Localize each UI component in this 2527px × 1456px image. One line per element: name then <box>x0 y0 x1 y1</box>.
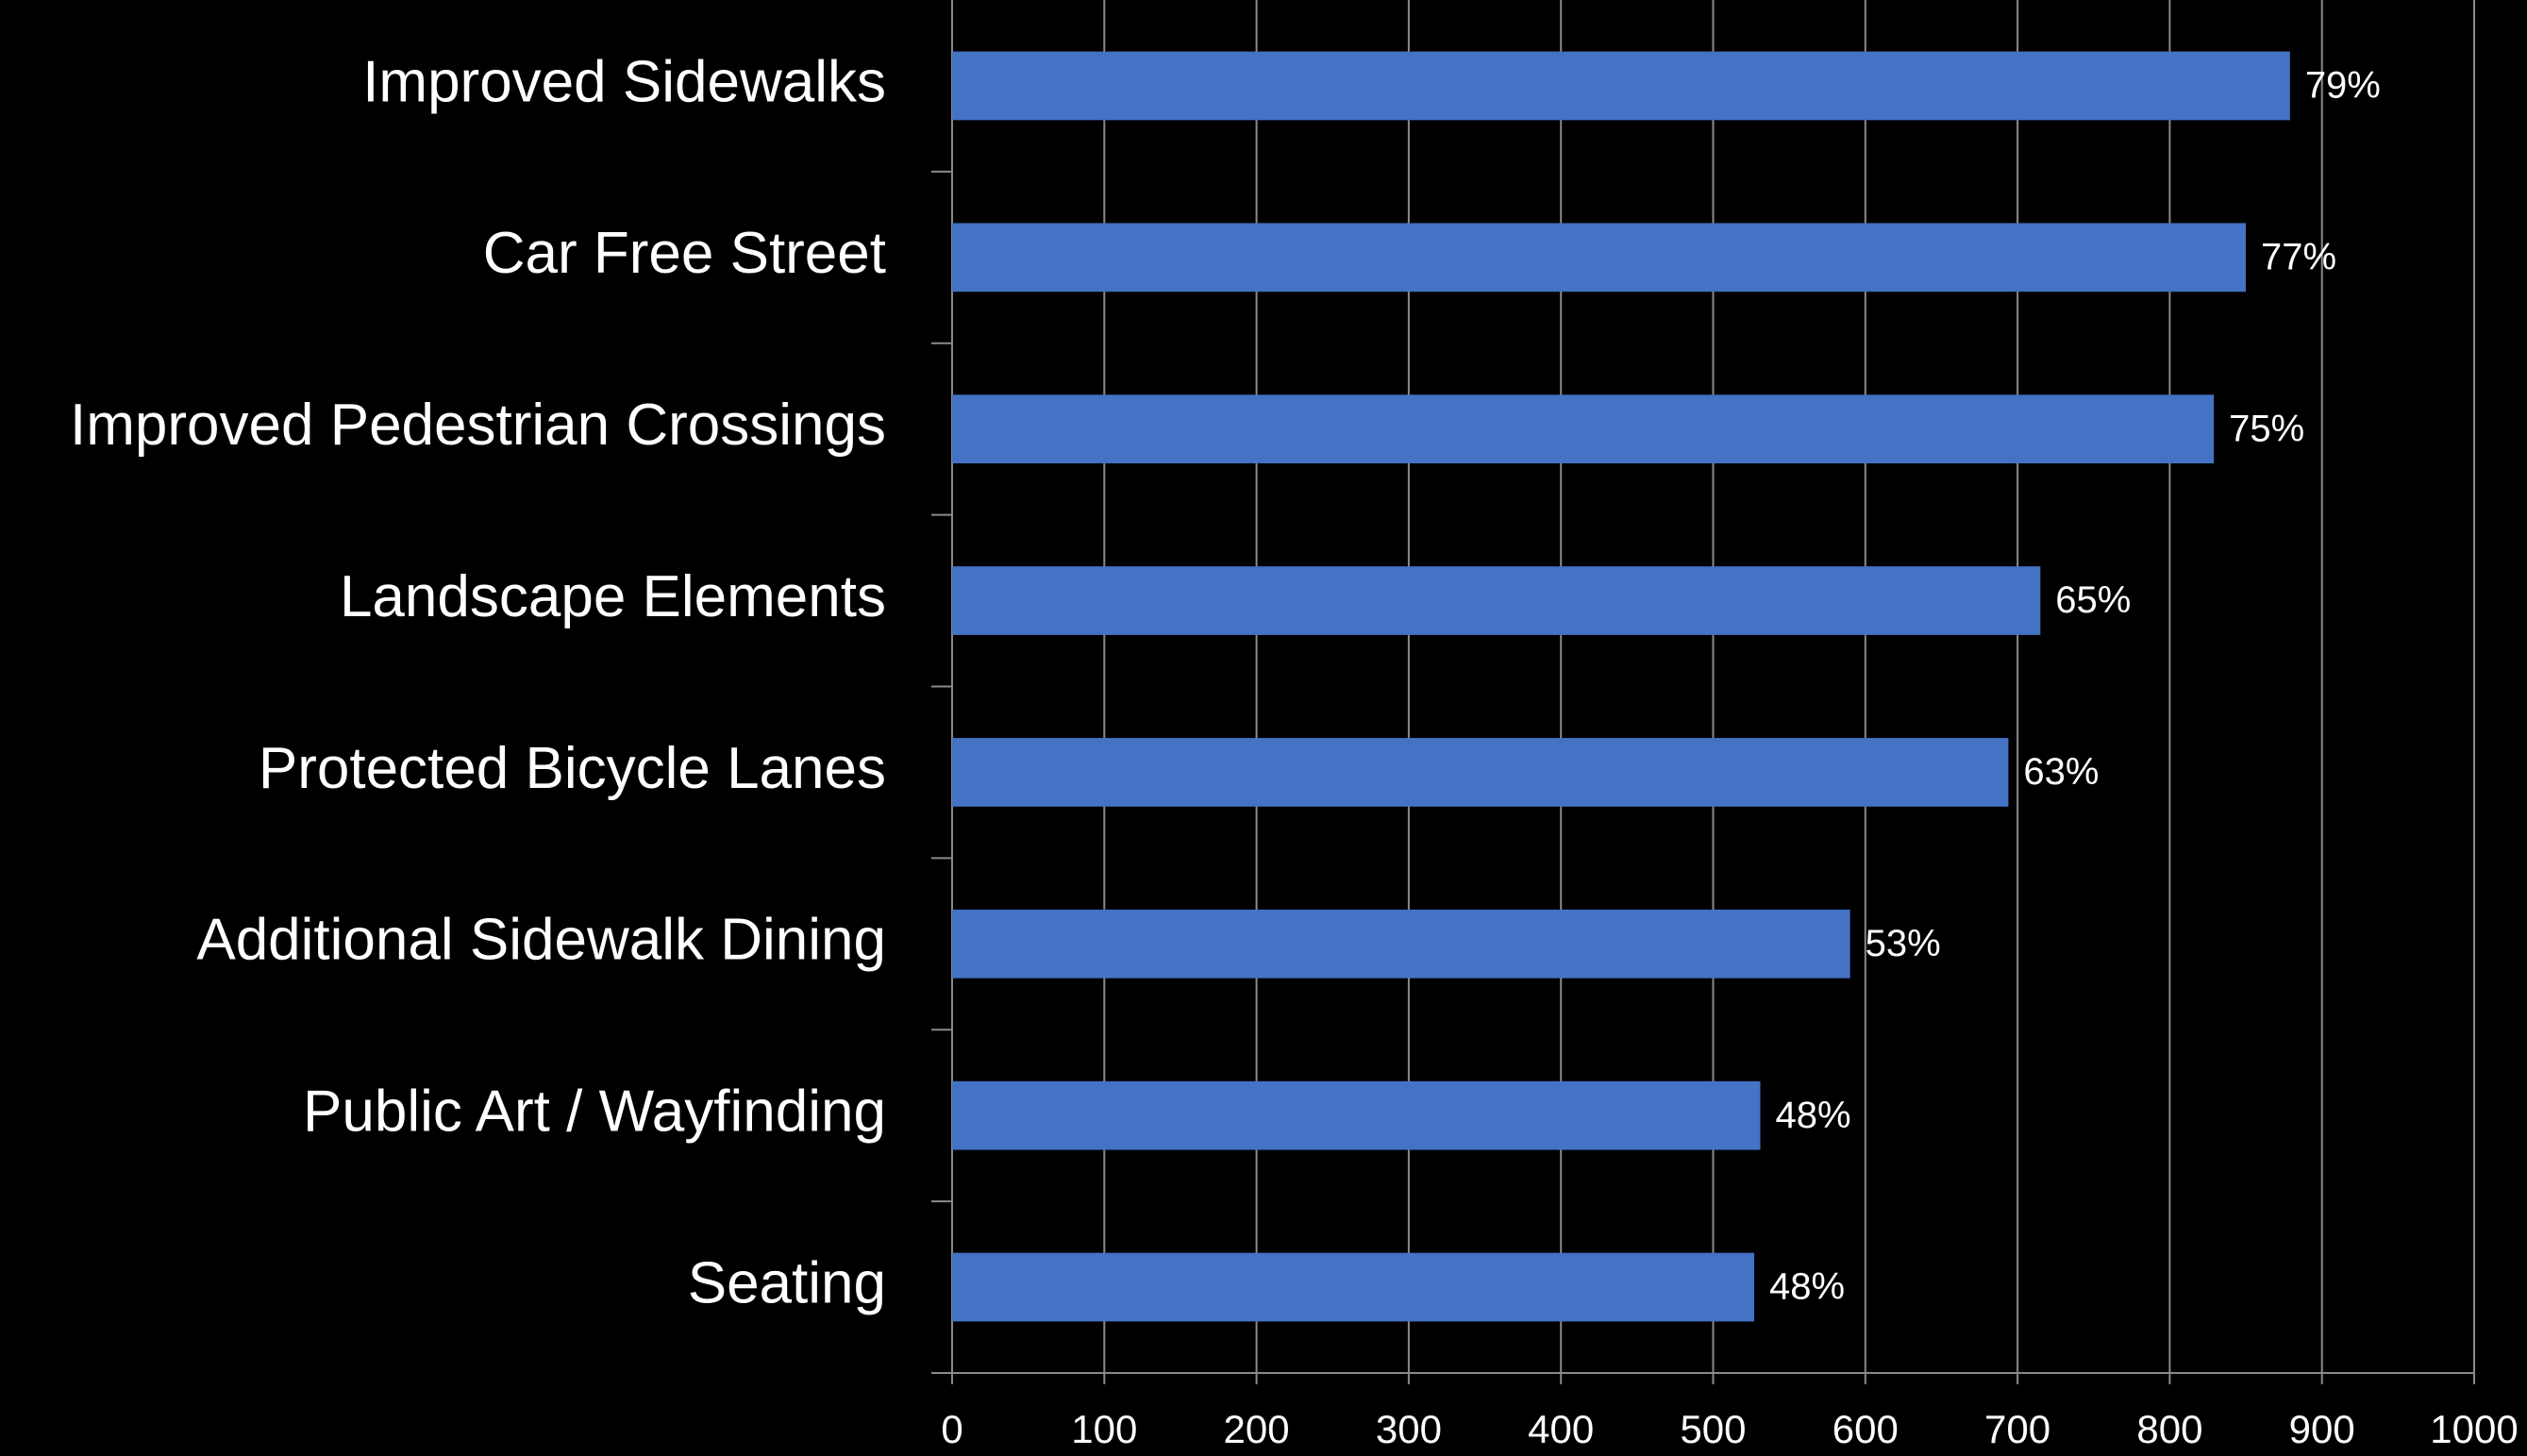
bar <box>952 738 2009 807</box>
x-tick-label: 800 <box>2136 1407 2202 1451</box>
category-label: Protected Bicycle Lanes <box>259 736 886 801</box>
x-tick-label: 1000 <box>2430 1407 2518 1451</box>
x-tick-label: 100 <box>1071 1407 1137 1451</box>
bar <box>952 1080 1761 1150</box>
value-label: 48% <box>1769 1266 1845 1308</box>
bar <box>952 909 1850 979</box>
value-label: 75% <box>2229 408 2304 449</box>
x-tick-label: 300 <box>1376 1407 1442 1451</box>
value-label: 77% <box>2261 236 2336 277</box>
value-label: 48% <box>1776 1095 1851 1136</box>
bar <box>952 394 2215 464</box>
value-label: 63% <box>2023 751 2099 793</box>
x-tick-label: 400 <box>1528 1407 1594 1451</box>
category-label: Additional Sidewalk Dining <box>196 908 886 973</box>
value-label: 79% <box>2305 65 2381 107</box>
category-label: Seating <box>688 1250 886 1315</box>
x-tick-label: 600 <box>1832 1407 1899 1451</box>
bar <box>952 1252 1755 1322</box>
category-label: Improved Sidewalks <box>362 49 886 114</box>
value-label: 65% <box>2055 579 2131 621</box>
x-tick-label: 700 <box>1984 1407 2050 1451</box>
bar <box>952 566 2041 635</box>
x-tick-label: 200 <box>1224 1407 1290 1451</box>
x-tick-label: 0 <box>941 1407 962 1451</box>
bar <box>952 51 2290 121</box>
bar <box>952 223 2247 293</box>
category-label: Improved Pedestrian Crossings <box>70 393 886 458</box>
value-label: 53% <box>1866 923 1941 964</box>
x-tick-label: 900 <box>2289 1407 2355 1451</box>
category-label: Public Art / Wayfinding <box>303 1079 886 1145</box>
category-label: Car Free Street <box>483 221 886 286</box>
category-label: Landscape Elements <box>340 564 886 629</box>
x-tick-label: 500 <box>1680 1407 1746 1451</box>
